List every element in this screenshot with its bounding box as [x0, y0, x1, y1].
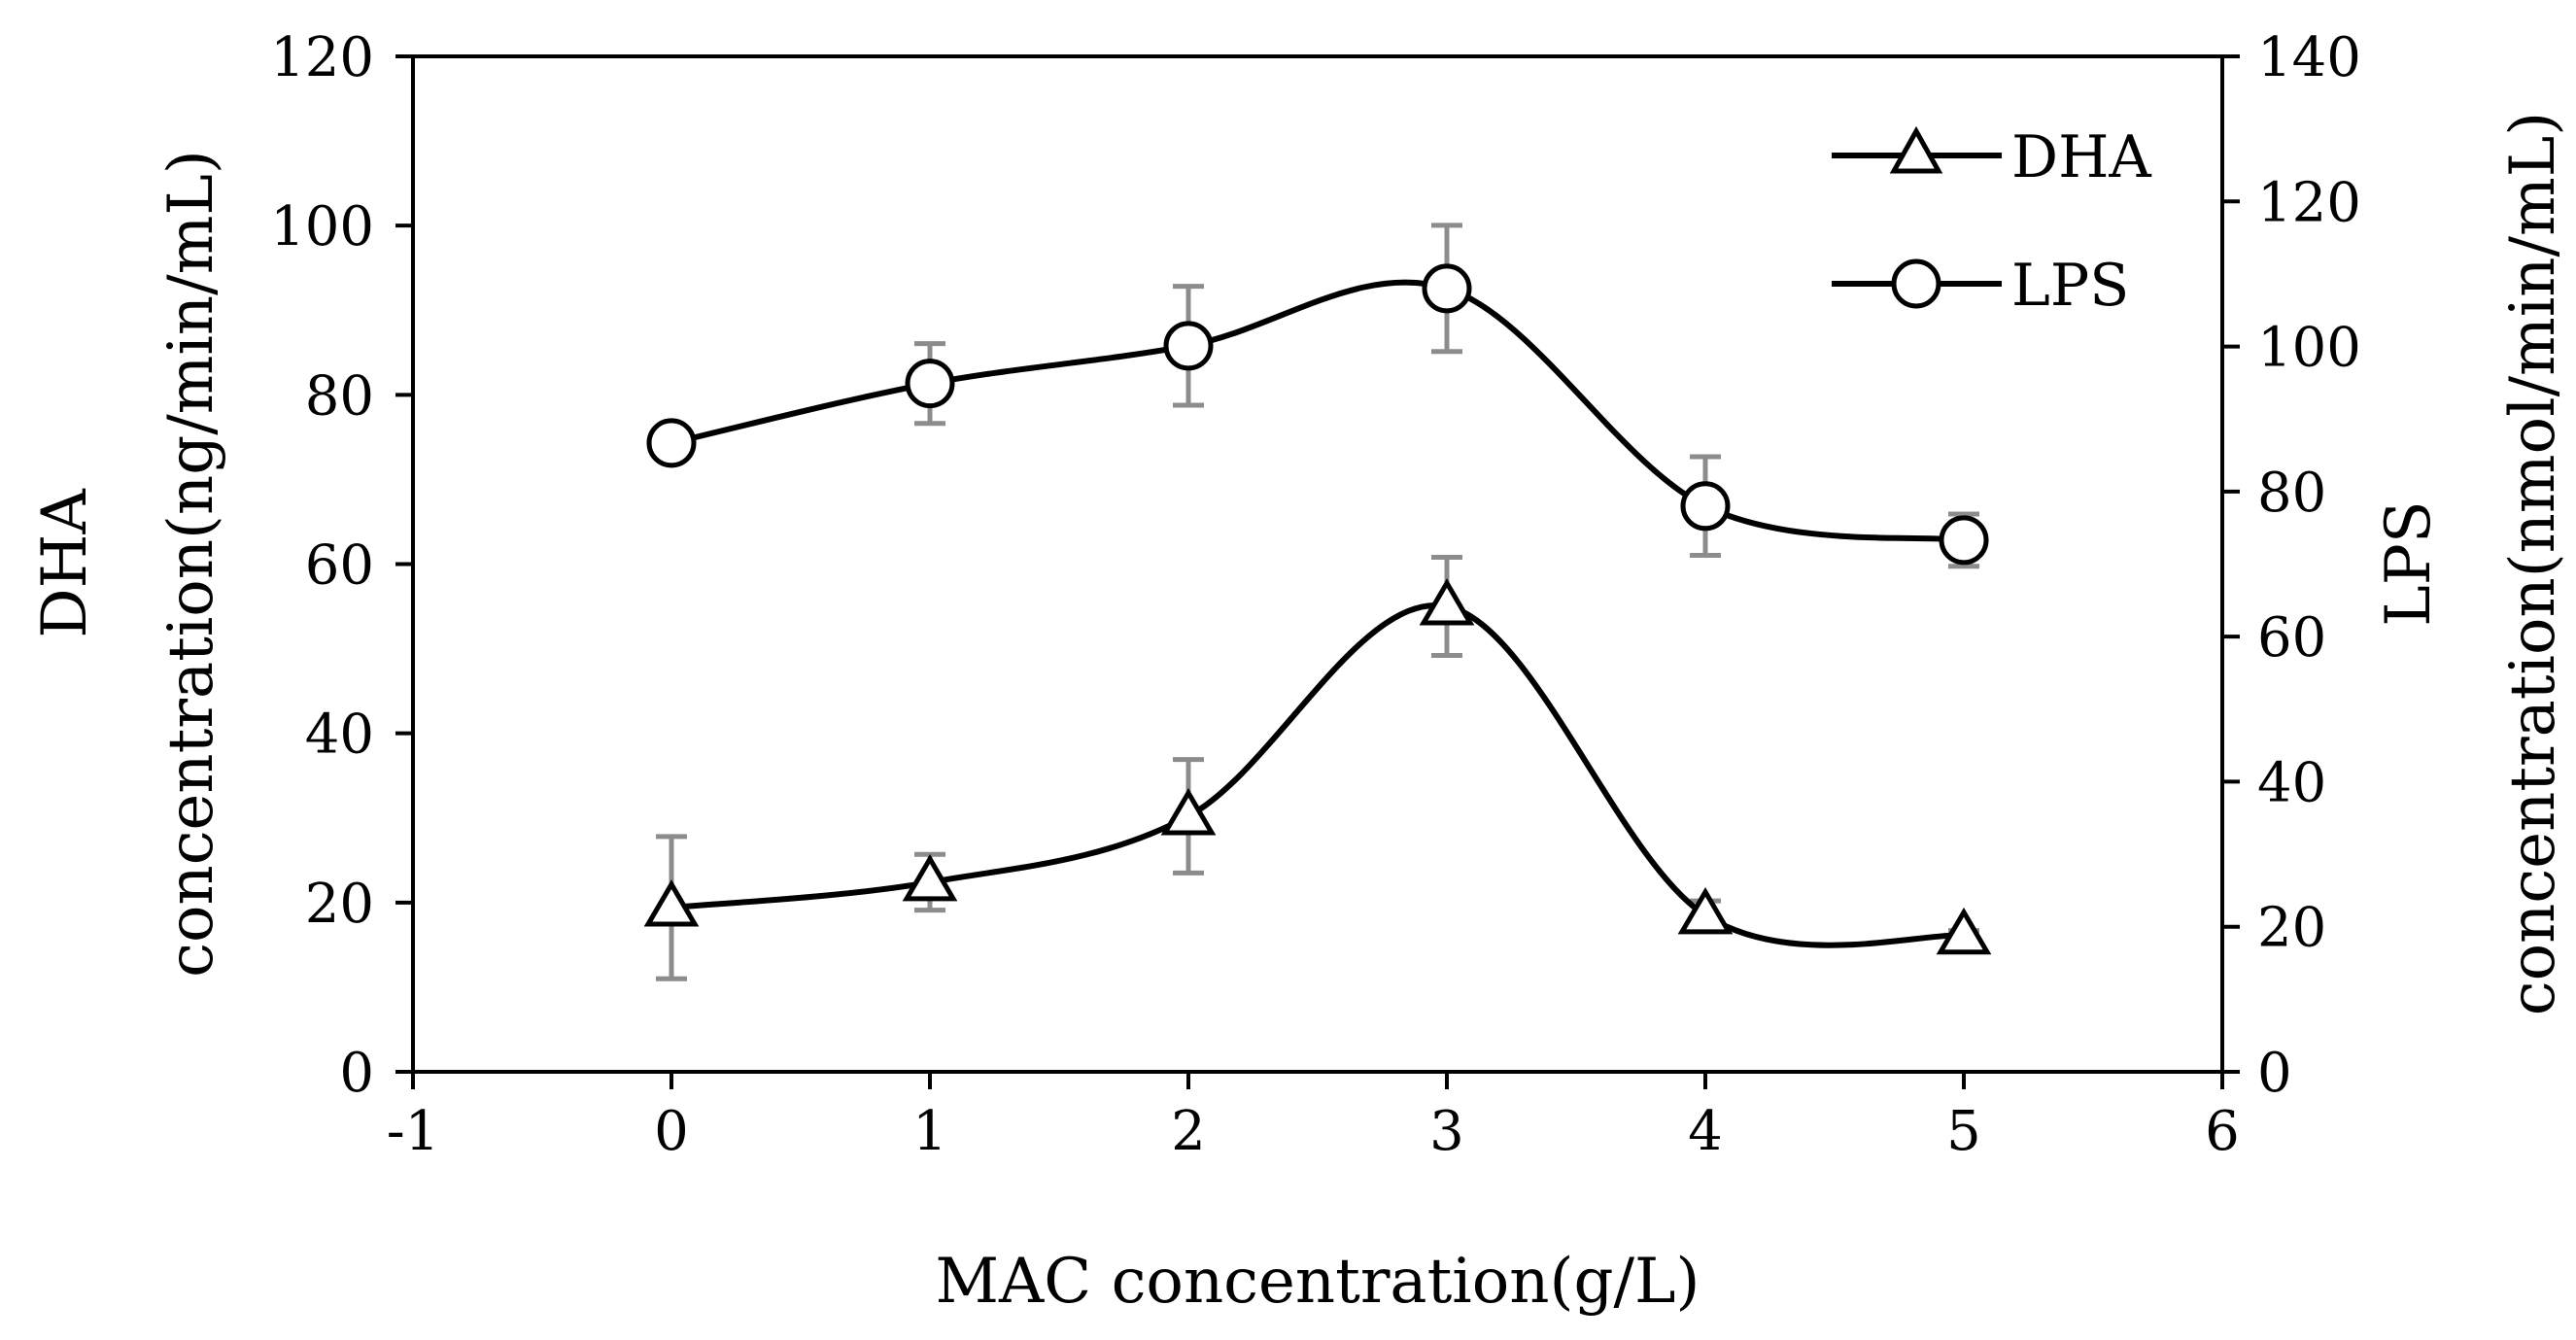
- x-tick-label: 4: [1688, 1100, 1723, 1163]
- lps-point-marker: [1680, 481, 1731, 532]
- x-tick-label: 6: [2205, 1100, 2240, 1163]
- lps-point-marker: [1163, 321, 1214, 371]
- y-right-tick-label: 80: [2257, 462, 2326, 525]
- y-right-axis-title-line2: concentration(nmol/min/mL): [2497, 112, 2569, 1015]
- x-tick-label: 2: [1171, 1100, 1206, 1163]
- y-left-tick-label: 80: [305, 364, 374, 428]
- legend: DHA LPS: [1832, 123, 2151, 320]
- tick-layer: -1 0 1 2 3 4 5 60204060801001200204060801001201…: [270, 26, 2361, 1163]
- y-right-tick-label: 60: [2257, 606, 2326, 670]
- y-left-tick-label: 120: [270, 26, 374, 89]
- dha-point-marker: [902, 853, 958, 902]
- legend-lps-circle-icon: [1891, 258, 1941, 309]
- y-left-tick-label: 40: [305, 704, 374, 767]
- x-tick-label: 3: [1429, 1100, 1464, 1163]
- series-line-layer: [670, 279, 1965, 948]
- marker-layer: [643, 263, 1992, 955]
- legend-lps-label: LPS: [2011, 252, 2129, 320]
- lps-point-marker: [905, 359, 955, 409]
- x-tick-label: 5: [1946, 1100, 1981, 1163]
- y-right-tick-label: 100: [2257, 317, 2361, 380]
- y-left-axis-title-line1: DHA: [29, 489, 101, 638]
- dha-point-marker: [643, 879, 700, 927]
- y-right-tick-label: 140: [2257, 26, 2361, 89]
- lps-point-marker: [1939, 515, 1989, 566]
- dha-point-marker: [1419, 578, 1475, 626]
- dha-point-marker: [1160, 788, 1217, 836]
- x-axis-title: MAC concentration(g/L): [936, 1246, 1700, 1318]
- lps-point-marker: [646, 418, 697, 468]
- y-left-axis-title-line2: concentration(ng/min/mL): [155, 150, 227, 978]
- dha-point-marker: [1677, 886, 1734, 935]
- y-left-tick-label: 0: [339, 1042, 374, 1105]
- y-right-tick-label: 120: [2257, 171, 2361, 234]
- x-tick-label: 1: [912, 1100, 947, 1163]
- error-bar-layer: [656, 223, 1979, 981]
- dha-series-line: [670, 601, 1965, 948]
- y-left-tick-label: 60: [305, 534, 374, 598]
- x-tick-label: 0: [654, 1100, 689, 1163]
- legend-dha-triangle-icon: [1889, 125, 1943, 174]
- dha-point-marker: [1936, 907, 1992, 955]
- y-right-tick-label: 20: [2257, 897, 2326, 960]
- y-right-tick-label: 40: [2257, 751, 2326, 814]
- y-left-tick-label: 100: [270, 195, 374, 258]
- y-right-tick-label: 0: [2257, 1042, 2292, 1105]
- lps-series-line: [670, 279, 1965, 543]
- lps-point-marker: [1422, 263, 1472, 314]
- legend-dha-label: DHA: [2011, 123, 2151, 191]
- x-tick-label: -1: [387, 1100, 440, 1163]
- y-left-tick-label: 20: [305, 873, 374, 936]
- y-right-axis-title-line1: LPS: [2373, 500, 2445, 626]
